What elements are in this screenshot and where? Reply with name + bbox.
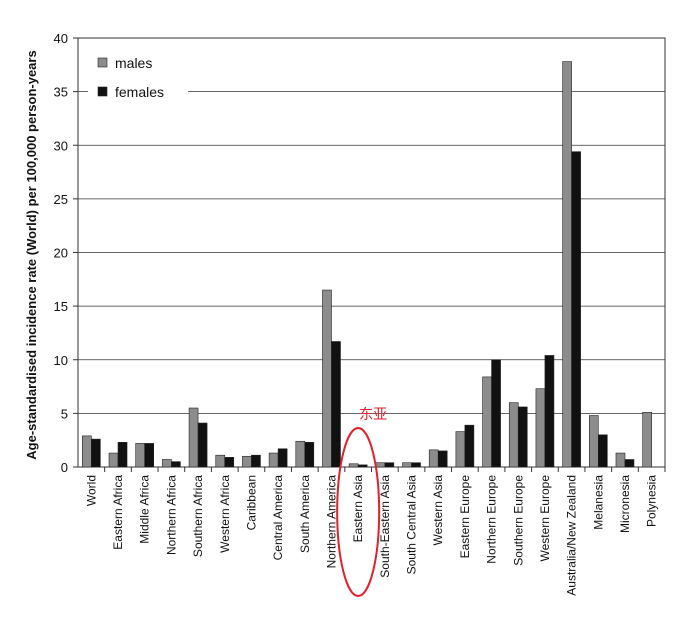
bar: [588, 415, 599, 468]
legend-swatch: [97, 86, 108, 97]
x-tick-label: World: [84, 475, 98, 506]
y-tick-label: 0: [61, 460, 68, 475]
bar: [171, 461, 181, 468]
x-tick-label: Northern Europe: [485, 475, 499, 564]
bar: [117, 442, 128, 468]
x-tick-label: Caribbean: [244, 475, 258, 530]
bar: [384, 462, 395, 468]
bar: [544, 355, 555, 468]
bar: [295, 440, 306, 468]
bar: [277, 448, 288, 468]
bar: [535, 388, 546, 468]
bar: [348, 463, 359, 468]
bar: [135, 443, 146, 468]
x-tick-label: South America: [298, 475, 312, 553]
bar: [224, 457, 235, 468]
x-tick-label: Western Africa: [218, 475, 232, 553]
x-tick-label: Northern Africa: [164, 475, 178, 555]
bar: [91, 438, 101, 468]
bar: [162, 459, 172, 468]
bar: [108, 452, 119, 468]
x-tick-label: Micronesia: [618, 475, 632, 533]
bar: [215, 454, 226, 468]
bar: [331, 341, 341, 468]
x-tick-label: Western Europe: [538, 475, 552, 562]
bar: [482, 376, 492, 468]
y-tick-label: 20: [54, 246, 68, 261]
bar: [188, 407, 199, 468]
x-tick-label: Melanesia: [591, 475, 605, 530]
bar: [304, 442, 315, 468]
bar: [375, 462, 386, 468]
y-tick-label: 15: [54, 299, 68, 314]
bar: [597, 434, 608, 468]
bar: [624, 459, 635, 468]
y-tick-label: 30: [54, 138, 68, 153]
x-tick-label: Eastern Europe: [458, 475, 472, 559]
x-tick-label: Southern Europe: [511, 475, 525, 566]
bar: [437, 450, 448, 468]
bar: [242, 455, 252, 468]
bar: [402, 462, 412, 468]
x-tick-label: Eastern Asia: [351, 475, 365, 543]
bar: [615, 452, 626, 468]
bar: [562, 61, 572, 468]
bar: [642, 412, 652, 468]
bar: [411, 462, 421, 468]
bar: [322, 289, 332, 468]
x-tick-label: Australia/New Zealand: [565, 475, 579, 596]
x-tick-label: Northern America: [324, 475, 338, 569]
x-tick-label: South-Eastern Asia: [378, 475, 392, 578]
x-tick-label: Middle Africa: [138, 475, 152, 544]
y-tick-label: 5: [61, 406, 68, 421]
y-axis-label: Age-standardised incidence rate (World) …: [24, 50, 39, 459]
bar: [268, 452, 279, 468]
y-tick-label: 35: [54, 85, 68, 100]
bar: [464, 424, 475, 468]
bar: [251, 454, 261, 468]
bar: [491, 359, 501, 468]
x-tick-label: Polynesia: [645, 475, 659, 527]
bar: [197, 422, 208, 468]
y-tick-label: 10: [54, 353, 68, 368]
legend-label: females: [115, 84, 164, 100]
x-tick-label: Central America: [271, 475, 285, 561]
annotation-text: 东亚: [359, 406, 387, 422]
legend-label: males: [115, 55, 152, 71]
x-tick-label: Eastern Africa: [111, 475, 125, 550]
y-tick-label: 25: [54, 192, 68, 207]
bar: [571, 151, 581, 468]
legend-swatch: [97, 57, 108, 68]
y-tick-label: 40: [54, 31, 68, 46]
bar: [508, 402, 519, 468]
x-tick-label: Southern Africa: [191, 475, 205, 557]
bar: [455, 431, 466, 468]
bar: [428, 449, 439, 468]
x-tick-label: South Central Asia: [405, 475, 419, 575]
bar: [357, 464, 368, 468]
x-tick-label: Western Asia: [431, 475, 445, 546]
annotation-ellipse: [336, 427, 381, 597]
bar: [144, 443, 155, 468]
bar: [82, 435, 92, 468]
bar: [517, 406, 528, 468]
